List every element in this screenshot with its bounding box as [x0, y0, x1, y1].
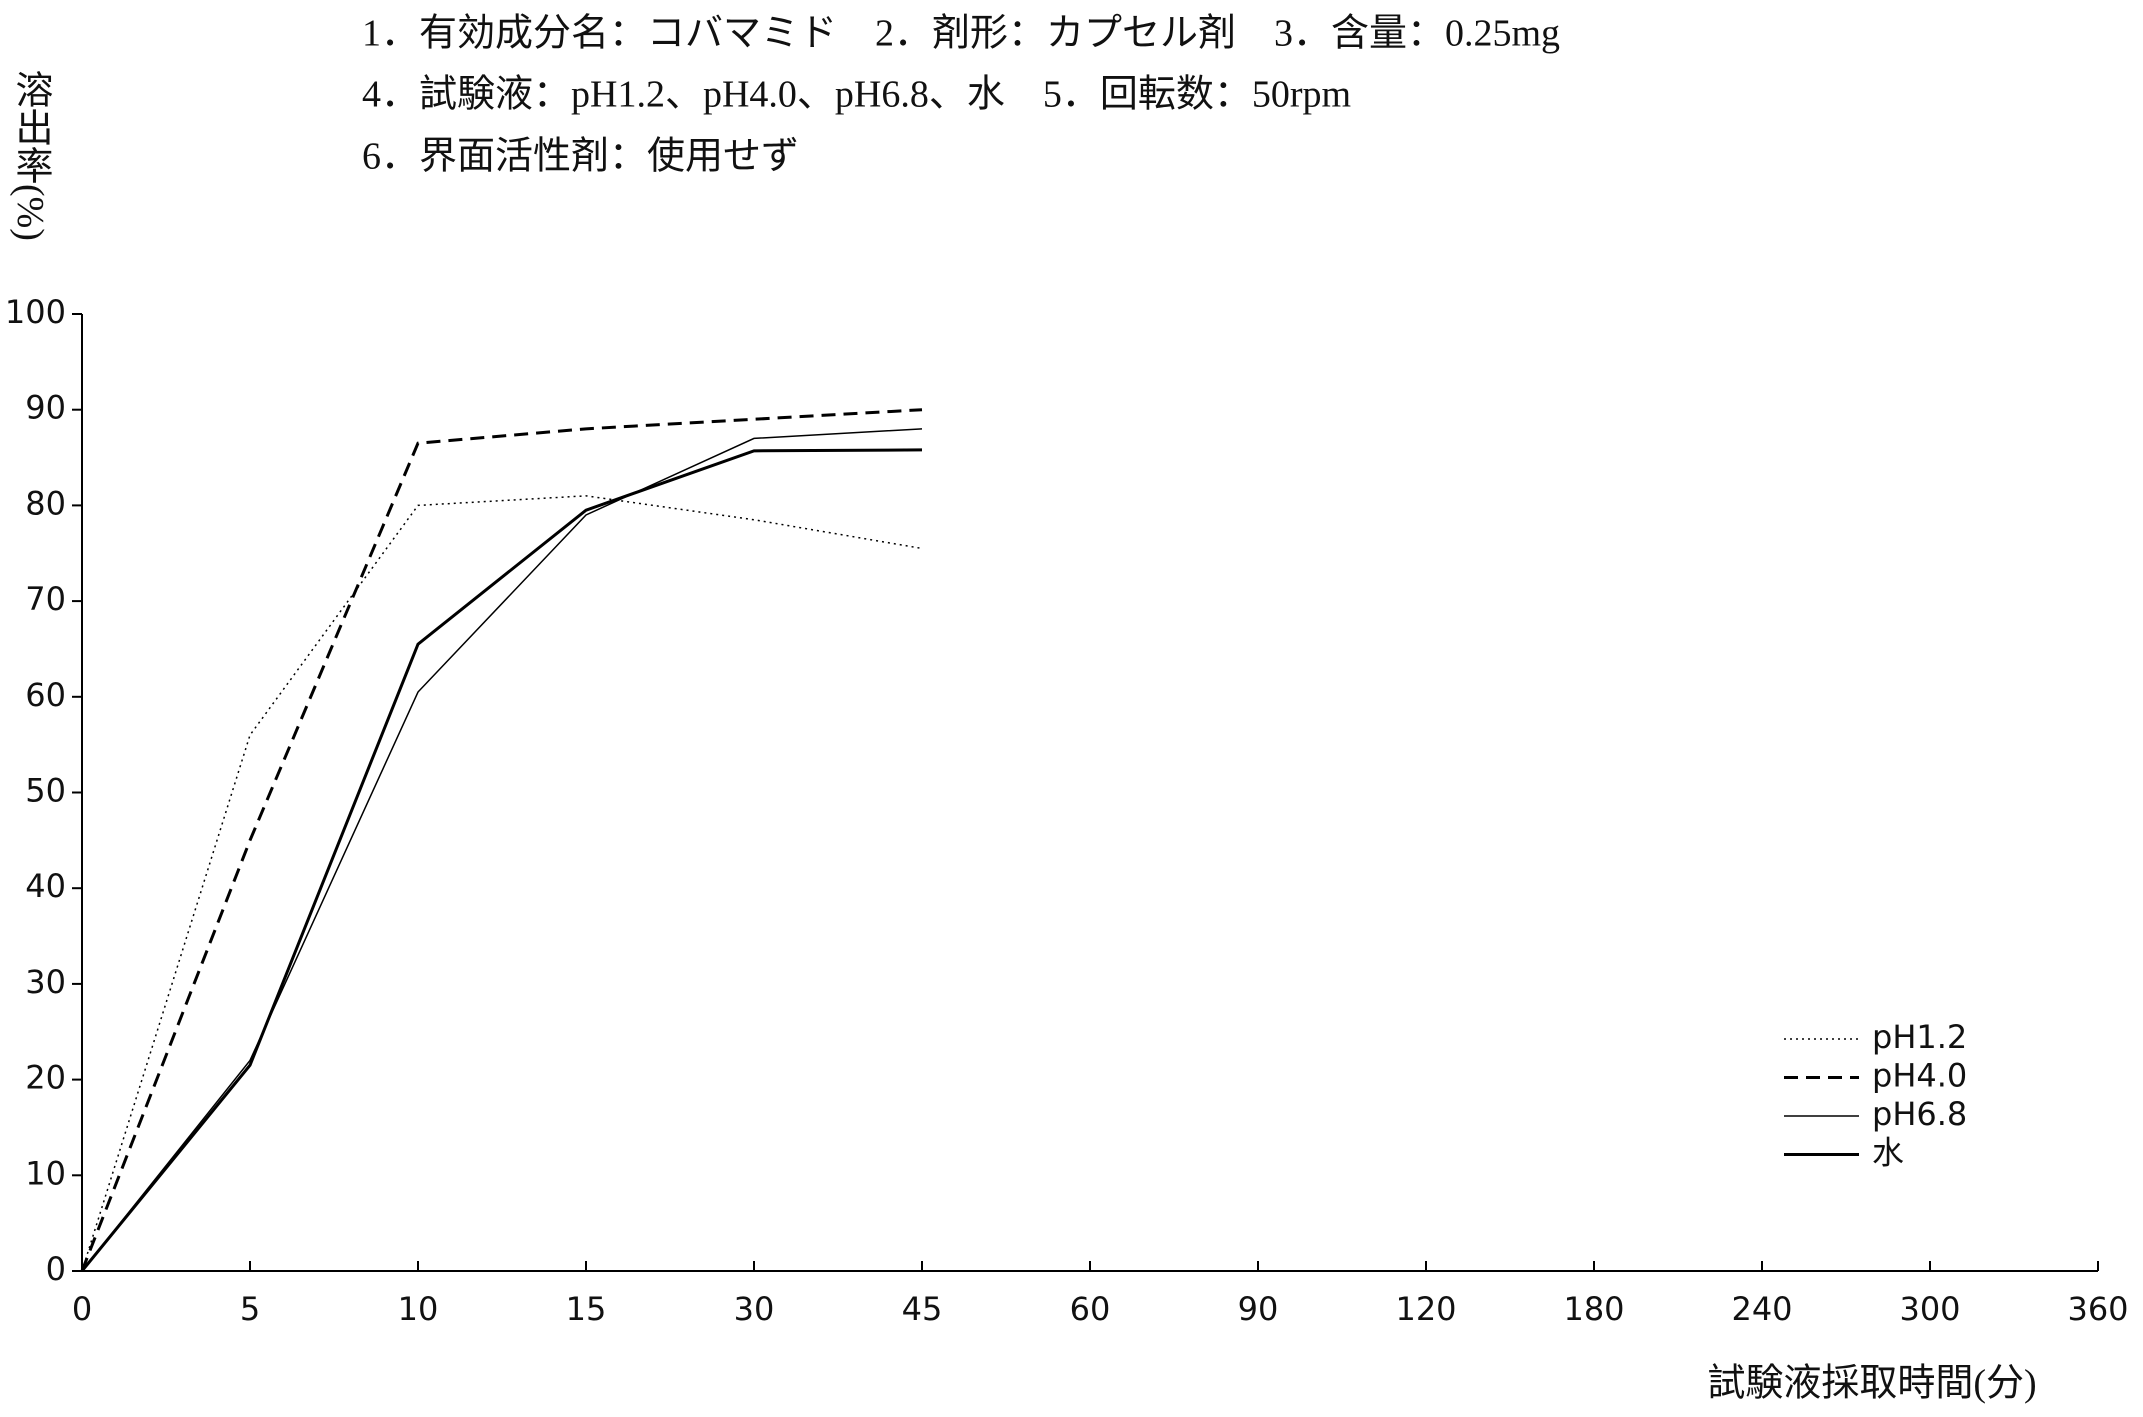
series-line — [80, 448, 923, 1272]
legend-label: pH4.0 — [1872, 1057, 1967, 1095]
series-line — [81, 495, 923, 1272]
x-axis-label: 試験液採取時間(分) — [1707, 1363, 2036, 1405]
legend-label: 水 — [1872, 1134, 1904, 1172]
y-tick-label: 90 — [25, 389, 66, 427]
x-tick-label: 30 — [734, 1290, 775, 1328]
x-tick-label: 90 — [1238, 1290, 1279, 1328]
x-tick-label: 240 — [1731, 1290, 1792, 1328]
x-tick-label: 5 — [240, 1290, 260, 1328]
x-tick-label: 0 — [72, 1290, 92, 1328]
x-tick-label: 180 — [1563, 1290, 1624, 1328]
y-tick-label: 20 — [25, 1059, 66, 1097]
y-tick-label: 10 — [25, 1154, 66, 1192]
y-tick-label: 80 — [25, 484, 66, 522]
y-tick-label: 100 — [5, 293, 66, 331]
y-tick-label: 30 — [25, 963, 66, 1001]
title-line: 1．有効成分名：コバマミド 2．剤形：カプセル剤 3．含量：0.25mg — [362, 13, 1560, 55]
x-tick-label: 60 — [1070, 1290, 1111, 1328]
y-axis-label: 溶出率(%) — [9, 70, 52, 241]
series-line — [81, 428, 923, 1272]
y-tick-label: 60 — [25, 676, 66, 714]
y-tick-label: 40 — [25, 867, 66, 905]
y-tick-label: 50 — [25, 772, 66, 810]
x-tick-label: 120 — [1395, 1290, 1456, 1328]
legend-label: pH1.2 — [1872, 1018, 1967, 1056]
x-tick-label: 300 — [1899, 1290, 1960, 1328]
y-tick-label: 0 — [46, 1250, 66, 1288]
x-tick-label: 15 — [566, 1290, 607, 1328]
x-tick-label: 360 — [2067, 1290, 2128, 1328]
y-tick-label: 70 — [25, 580, 66, 618]
title-line: 4．試験液：pH1.2、pH4.0、pH6.8、水 5．回転数：50rpm — [362, 74, 1351, 116]
title-line: 6．界面活性剤：使用せず — [362, 136, 799, 178]
series-line — [80, 408, 923, 1272]
x-tick-label: 10 — [398, 1290, 439, 1328]
x-tick-label: 45 — [902, 1290, 943, 1328]
legend-label: pH6.8 — [1872, 1095, 1967, 1133]
